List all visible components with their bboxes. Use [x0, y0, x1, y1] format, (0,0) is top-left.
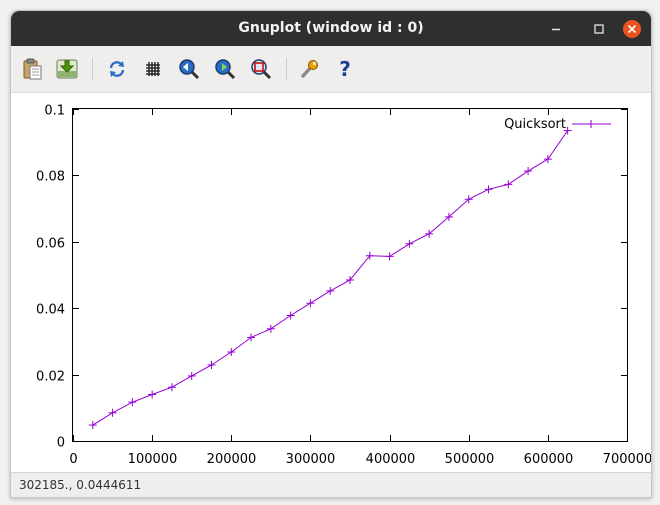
data-point: [148, 390, 157, 399]
data-point: [306, 299, 315, 308]
zoom-next-icon: [215, 59, 236, 80]
data-point: [266, 324, 275, 333]
autoscale-icon: [251, 59, 272, 80]
data-point: [286, 311, 295, 320]
series-line-quicksort: [92, 130, 569, 426]
settings-button[interactable]: [296, 56, 322, 82]
grid-button[interactable]: [140, 56, 166, 82]
data-point: [187, 371, 196, 380]
grid-icon: [146, 62, 160, 76]
data-point: [504, 180, 513, 189]
settings-icon: [301, 60, 318, 78]
close-button[interactable]: [622, 19, 642, 39]
y-tick-label: 0.1: [44, 104, 65, 119]
window-title: Gnuplot (window id : 0): [238, 20, 424, 36]
maximize-icon: [594, 24, 604, 34]
data-point: [88, 421, 97, 430]
close-icon: [623, 20, 641, 38]
minimize-icon: [552, 28, 560, 31]
data-point: [543, 155, 552, 164]
copy-clipboard-icon: [23, 58, 42, 80]
y-tick-label: 0.08: [36, 170, 65, 185]
help-icon: ?: [339, 57, 351, 81]
x-tick-label: 100000: [128, 452, 178, 467]
x-tick-label: 300000: [286, 452, 336, 467]
data-point: [167, 383, 176, 392]
data-point: [524, 167, 533, 176]
x-tick-label: 700000: [603, 452, 651, 467]
x-tick-label: 200000: [207, 452, 257, 467]
maximize-button[interactable]: [589, 19, 609, 39]
y-tick-label: 0.02: [36, 370, 65, 385]
data-point: [108, 408, 117, 417]
plot-canvas[interactable]: 0 100000 200000 300000 400000 500000 600000 700…: [11, 93, 651, 472]
plot-border: [72, 108, 628, 442]
x-tick-label: 400000: [366, 452, 416, 467]
data-point: [128, 398, 137, 407]
x-tick-label: 500000: [445, 452, 495, 467]
export-button[interactable]: [54, 56, 80, 82]
title-bar[interactable]: Gnuplot (window id : 0): [11, 11, 651, 46]
replot-icon: [109, 61, 125, 77]
data-point: [464, 195, 473, 204]
export-icon: [56, 59, 78, 79]
svg-text:?: ?: [339, 57, 351, 81]
x-tick-label: 0: [69, 452, 77, 467]
data-point: [425, 229, 434, 238]
status-bar: 302185., 0.0444611: [11, 472, 651, 497]
help-button[interactable]: ?: [332, 56, 358, 82]
chart: 0 100000 200000 300000 400000 500000 600000 700…: [36, 104, 651, 468]
data-point: [326, 286, 335, 295]
zoom-previous-icon: [179, 59, 200, 80]
gnuplot-window: Gnuplot (window id : 0): [10, 10, 652, 498]
y-tick-label: 0.06: [36, 237, 65, 252]
cursor-coordinates: 302185., 0.0444611: [19, 478, 142, 492]
toolbar-separator: [286, 58, 287, 80]
x-tick-label: 600000: [524, 452, 574, 467]
replot-button[interactable]: [104, 56, 130, 82]
legend-marker: [587, 120, 595, 128]
zoom-previous-button[interactable]: [176, 56, 202, 82]
copy-button[interactable]: [19, 56, 45, 82]
data-point: [444, 212, 453, 221]
legend-label: Quicksort: [504, 117, 566, 132]
data-point: [385, 252, 394, 261]
data-point: [247, 333, 256, 342]
data-point: [207, 360, 216, 369]
data-point: [563, 126, 572, 135]
data-point: [227, 348, 236, 357]
minimize-button[interactable]: [546, 19, 566, 39]
data-point: [405, 239, 414, 248]
y-tick-label: 0.04: [36, 303, 65, 318]
zoom-next-button[interactable]: [212, 56, 238, 82]
toolbar-separator: [92, 58, 93, 80]
data-point: [484, 185, 493, 194]
data-point: [365, 251, 374, 260]
autoscale-button[interactable]: [248, 56, 274, 82]
y-tick-label: 0: [57, 436, 65, 451]
data-point: [346, 275, 354, 284]
toolbar: ?: [11, 46, 651, 93]
